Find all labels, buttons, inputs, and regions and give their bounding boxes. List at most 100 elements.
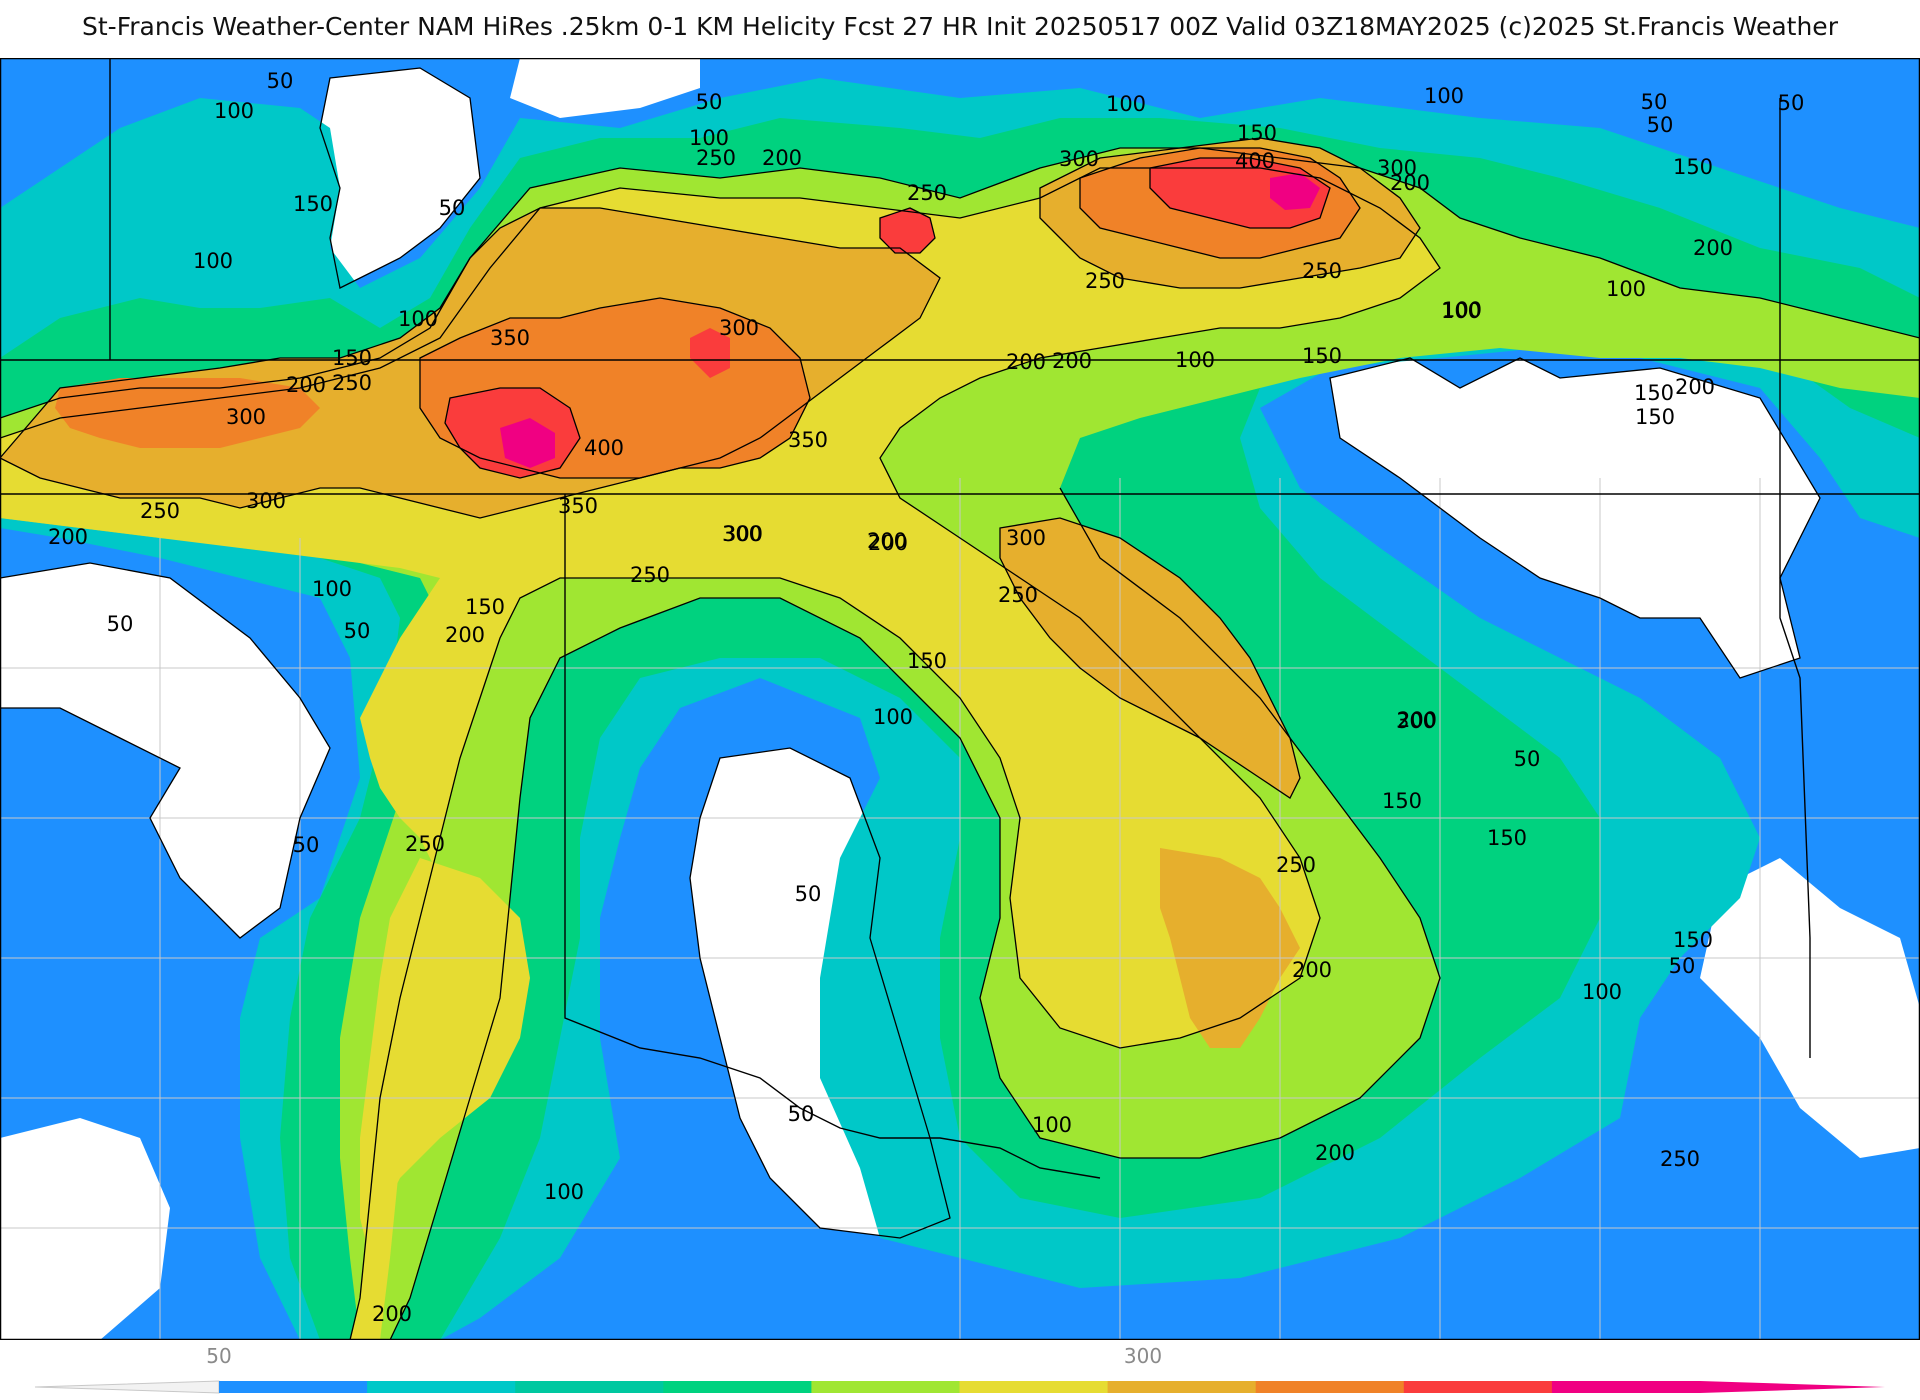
contour-label: 200 [762,146,802,170]
contour-label: 150 [465,595,505,619]
state-border [1779,98,1811,1058]
contour-label: 150 [1302,344,1342,368]
contour-line-400 [444,387,581,479]
contour-label: 200 [1052,349,1092,373]
legend-bin [219,1381,368,1393]
contour-label: 100 [1606,277,1646,301]
contour-label: 200 [1397,708,1437,732]
contour-label: 150 [907,649,947,673]
contour-label: 150 [1635,405,1675,429]
contour-label: 100 [689,126,729,150]
contour-label: 100 [214,99,254,123]
contour-label: 100 [1582,980,1622,1004]
contour-label: 200 [372,1302,412,1326]
contour-line-300 [0,207,941,519]
contour-lines [0,67,1920,1340]
band-300-south [1160,848,1300,1048]
contour-label: 100 [1106,92,1146,116]
contour-line-250 [0,167,1441,1340]
helicity-map: 50 100 150 100 50 100 150 200 250 350 30… [0,58,1920,1340]
contour-label: 250 [405,832,445,856]
contour-label: 200 [867,529,907,553]
contour-label: 250 [1085,269,1125,293]
clear-area-nw [320,68,480,288]
contour-label: 200 [1693,236,1733,260]
contour-label: 250 [907,181,947,205]
contour-label: 150 [293,192,333,216]
legend-bin [811,1381,960,1393]
contour-label: 300 [1059,147,1099,171]
clear-area-ne [1330,358,1820,678]
legend-low-arrow [34,1380,220,1394]
legend-bin [1107,1381,1257,1393]
contour-label: 250 [630,563,670,587]
contour-label: 250 [998,583,1038,607]
contour-line-200 [389,487,1441,1340]
contour-label: 50 [696,90,723,114]
contour-label: 250 [1302,259,1342,283]
contour-label: 50 [293,833,320,857]
legend-high-arrow [1700,1381,1885,1393]
contour-line-350 [419,297,811,479]
contour-label: 200 [1006,350,1046,374]
contour-label: 250 [140,499,180,523]
legend-bin [367,1381,516,1393]
contour-label: 300 [226,405,266,429]
contour-label: 100 [1442,298,1482,322]
map-title: St-Francis Weather-Center NAM HiRes .25k… [82,12,1838,41]
contour-label: 50 [267,69,294,93]
contour-label: 50 [107,612,134,636]
legend-bin [1551,1381,1701,1393]
contour-label: 100 [312,577,352,601]
contour-line-50 [1329,357,1821,679]
contour-label: 100 [193,249,233,273]
contour-label: 150 [1487,826,1527,850]
contour-line-400 [879,207,936,254]
contour-line-50 [319,67,481,289]
contour-line-400 [1149,157,1331,229]
contour-label: 100 [398,307,438,331]
contour-label: 150 [1382,789,1422,813]
county-borders [0,478,1920,1340]
contour-label: 150 [1673,928,1713,952]
contour-label: 350 [788,428,828,452]
contour-label: 300 [719,316,759,340]
contour-line-200 [0,147,1920,419]
contour-label: 300 [1006,526,1046,550]
contour-label: 200 [868,531,908,555]
legend-bin [515,1381,664,1393]
band-350-far-west [55,378,320,448]
contour-label: 50 [344,619,371,643]
contour-label: 50 [1669,954,1696,978]
contour-label: 300 [722,522,762,546]
contour-label: 50 [1514,747,1541,771]
contour-label: 150 [332,346,372,370]
legend-bins [219,1381,1701,1393]
contour-label: 50 [795,882,822,906]
contour-label: 400 [1235,149,1275,173]
contour-label: 200 [445,623,485,647]
contour-labels: 50 100 150 100 50 100 150 200 250 350 30… [48,69,1804,1326]
clear-area-n [510,58,700,118]
contour-label: 50 [788,1102,815,1126]
contour-line-300 [999,517,1301,799]
contour-label: 100 [1441,299,1481,323]
contour-label: 100 [544,1180,584,1204]
contour-label: 100 [1424,84,1464,108]
contour-label: 250 [332,371,372,395]
contour-label: 250 [1660,1147,1700,1171]
band-450-ne [1270,173,1320,210]
band-450-west [500,418,555,468]
band-300-central [1000,518,1300,798]
clear-area-w [0,563,330,938]
state-borders [0,58,1920,1179]
contour-label: 300 [1377,156,1417,180]
contour-label: 150 [1634,381,1674,405]
state-border [564,494,1101,1179]
contour-label: 300 [723,522,763,546]
contour-line-350 [1079,147,1361,259]
contour-label: 150 [1673,155,1713,179]
contour-label: 400 [584,436,624,460]
contour-line-300 [1039,137,1421,289]
